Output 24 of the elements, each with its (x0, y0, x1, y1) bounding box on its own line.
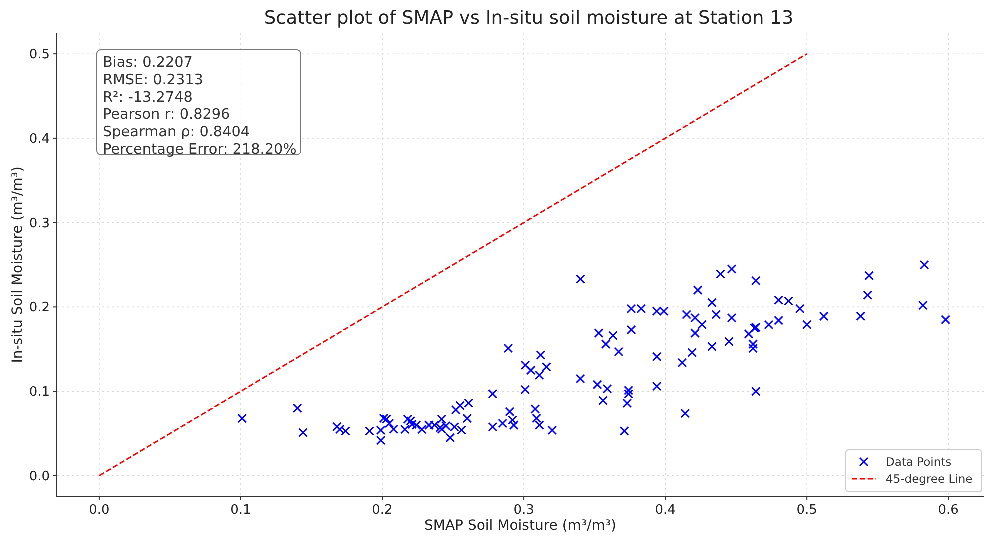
annotation: Percentage Error: 218.20% (103, 142, 297, 158)
legend-label: Data Points (886, 455, 952, 469)
y-tick-label: 0.5 (29, 48, 50, 63)
y-tick-label: 0.2 (29, 300, 50, 316)
y-axis-title: In-situ Soil Moisture (m³/m³) (10, 166, 26, 364)
legend-label: 45-degree Line (886, 472, 973, 486)
annotation: RMSE: 0.2313 (103, 72, 204, 88)
annotation: Bias: 0.2207 (103, 55, 193, 71)
x-tick-label: 0.5 (796, 503, 818, 518)
x-axis-title: SMAP Soil Moisture (m³/m³) (424, 518, 616, 534)
x-tick-label: 0.3 (514, 503, 534, 518)
x-tick-label: 0.6 (938, 503, 959, 518)
y-tick-label: 0.0 (29, 469, 50, 484)
y-tick-label: 0.4 (29, 132, 50, 147)
annotation: Pearson r: 0.8296 (103, 107, 230, 124)
x-tick-label: 0.2 (372, 503, 393, 518)
x-tick-label: 0.4 (655, 503, 676, 518)
y-tick-label: 0.3 (29, 216, 50, 232)
annotation: R²: -13.2748 (103, 90, 193, 106)
annotation: Spearman ρ: 0.8404 (103, 124, 250, 141)
x-tick-label: 0.1 (230, 503, 252, 518)
x-tick-label: 0.0 (89, 503, 110, 518)
chart-title: Scatter plot of SMAP vs In-situ soil moisture at Station 13 (264, 8, 794, 29)
y-tick-label: 0.1 (29, 385, 50, 400)
